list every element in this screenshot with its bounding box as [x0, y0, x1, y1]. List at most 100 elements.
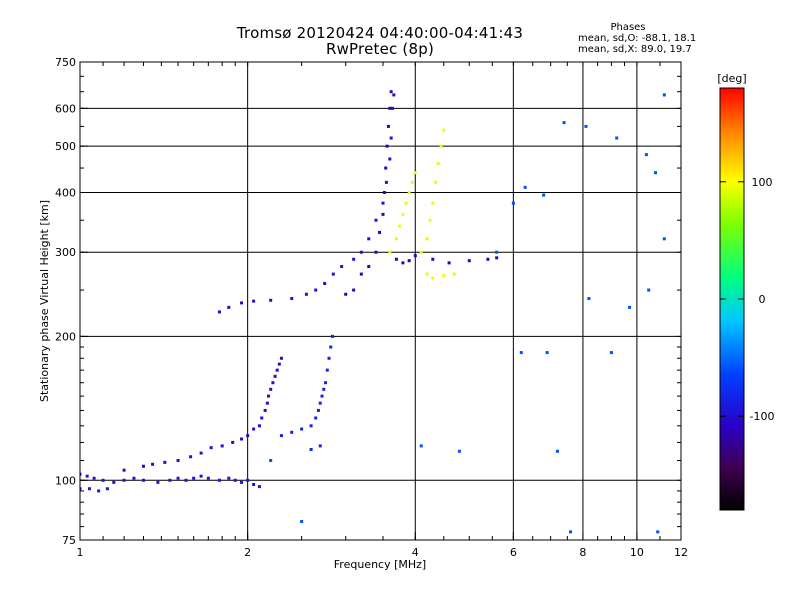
y-tick-label: 200 — [55, 330, 76, 343]
data-point — [257, 424, 261, 428]
data-point — [141, 478, 145, 482]
data-point — [300, 519, 304, 523]
data-point — [495, 256, 499, 260]
colorbar: [deg] 100 0 -100 — [717, 72, 775, 511]
data-point — [390, 106, 394, 110]
data-point — [233, 478, 237, 482]
data-point — [385, 144, 389, 148]
data-point — [654, 171, 658, 175]
data-point — [168, 478, 172, 482]
data-point — [398, 224, 402, 228]
data-point — [141, 464, 145, 468]
data-point — [231, 440, 235, 444]
data-point — [388, 250, 392, 254]
y-tick-label: 300 — [55, 246, 76, 259]
phase-stats: Phases mean, sd,O: -88.1, 18.1 mean, sd,… — [578, 22, 708, 55]
data-point — [401, 261, 405, 265]
data-point — [122, 478, 126, 482]
data-point — [206, 476, 210, 480]
data-point — [269, 458, 273, 462]
phase-stats-x: mean, sd,X: 89.0, 19.7 — [578, 44, 692, 55]
data-point — [246, 478, 250, 482]
data-point — [609, 351, 613, 355]
data-point — [340, 265, 344, 269]
y-axis-title: Stationary phase Virtual Height [km] — [38, 200, 51, 402]
data-point — [662, 237, 666, 241]
data-point — [184, 478, 188, 482]
data-point — [457, 449, 461, 453]
data-point — [628, 305, 632, 309]
data-point — [394, 257, 398, 261]
x-tick-label: 2 — [244, 546, 251, 559]
x-tick-label: 12 — [674, 546, 688, 559]
data-point — [217, 478, 221, 482]
data-point — [413, 254, 417, 258]
data-point — [176, 458, 180, 462]
y-tick-label: 400 — [55, 186, 76, 199]
data-point — [359, 250, 363, 254]
data-point — [404, 201, 408, 205]
data-point — [132, 476, 136, 480]
data-point — [442, 274, 446, 278]
data-point — [382, 190, 386, 194]
data-point — [425, 237, 429, 241]
data-point — [209, 446, 213, 450]
data-point — [467, 259, 471, 263]
data-point — [428, 218, 432, 222]
data-point — [92, 476, 96, 480]
data-point — [290, 430, 294, 434]
data-point — [662, 93, 666, 97]
y-tick-label: 75 — [62, 534, 76, 547]
data-point — [304, 292, 308, 296]
plot-frame — [79, 61, 682, 541]
colorbar-tick-label: -100 — [750, 410, 775, 423]
data-point — [359, 272, 363, 276]
x-axis-title: Frequency [MHz] — [334, 558, 426, 571]
data-point — [644, 153, 648, 157]
data-point — [227, 476, 231, 480]
data-point — [325, 368, 329, 372]
data-point — [316, 408, 320, 412]
y-tick-label: 100 — [55, 474, 76, 487]
data-point — [442, 128, 446, 132]
data-point — [392, 93, 396, 97]
data-point — [511, 201, 515, 205]
data-point — [352, 257, 356, 261]
data-point — [176, 476, 180, 480]
data-point — [290, 297, 294, 301]
data-point — [80, 487, 82, 491]
data-point — [519, 351, 523, 355]
data-point — [407, 259, 411, 263]
data-point — [279, 434, 283, 438]
x-tick-label: 6 — [510, 546, 517, 559]
colorbar-tick-label: 100 — [752, 176, 773, 189]
data-point — [252, 427, 256, 431]
data-point — [260, 416, 264, 420]
data-point — [156, 480, 160, 484]
x-tick-label: 10 — [630, 546, 644, 559]
data-point — [486, 257, 490, 261]
data-point — [330, 334, 334, 338]
data-point — [555, 449, 559, 453]
data-point — [384, 180, 388, 184]
data-point — [452, 272, 456, 276]
chart-title: Tromsø 20120424 04:40:00-04:41:43 — [236, 24, 524, 42]
data-point — [240, 437, 244, 441]
data-point — [192, 476, 196, 480]
data-point — [562, 121, 566, 125]
x-tick-label: 8 — [579, 546, 586, 559]
data-point — [327, 356, 331, 360]
data-point — [277, 362, 281, 366]
data-point — [388, 106, 392, 110]
data-point — [265, 401, 269, 405]
data-point — [322, 387, 326, 391]
data-point — [323, 282, 327, 286]
data-point — [388, 157, 392, 161]
data-point — [300, 427, 304, 431]
data-point — [217, 310, 221, 314]
data-point — [389, 136, 393, 140]
data-point — [410, 180, 414, 184]
data-point — [151, 462, 155, 466]
data-point — [384, 166, 388, 170]
